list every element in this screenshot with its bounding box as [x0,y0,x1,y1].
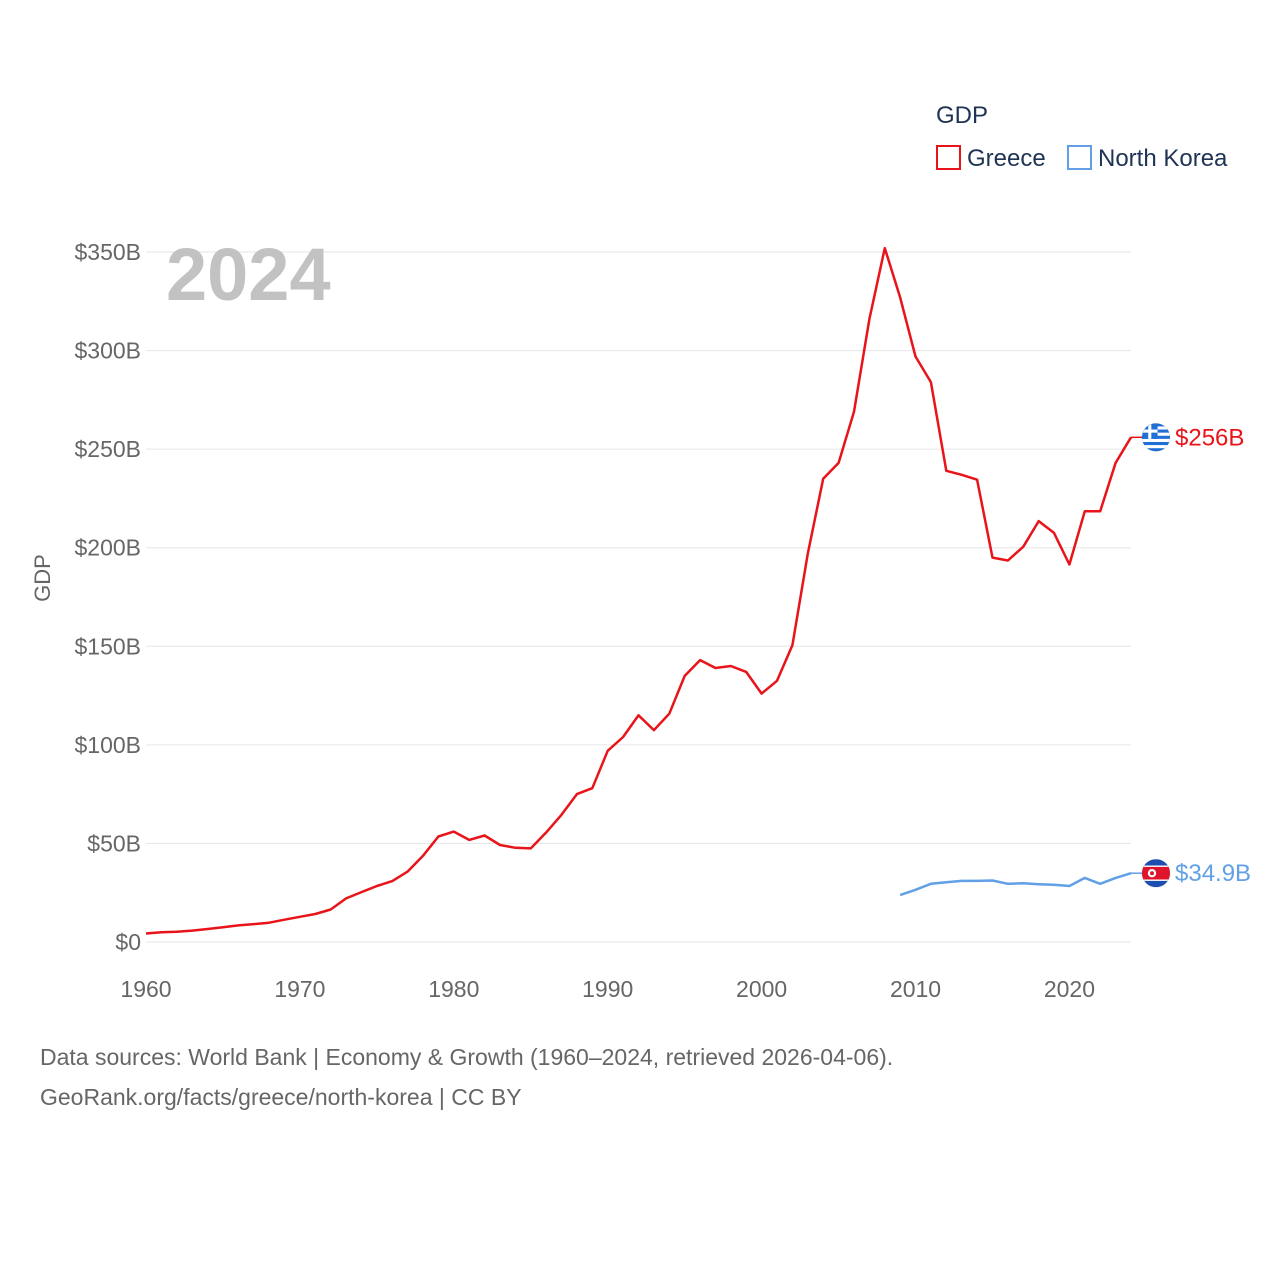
legend-item-north-korea[interactable]: North Korea [1067,145,1228,172]
grid-lines [146,251,1131,943]
series-end-labels: $256B $34.9B [1131,422,1251,888]
x-axis-ticks: 1960 1970 1980 1990 2000 2010 2020 [120,976,1095,1002]
x-tick-label: 2020 [1044,976,1095,1002]
x-tick-label: 2010 [890,976,941,1002]
y-tick-label: $150B [74,633,141,659]
north-korea-flag-icon [1141,858,1171,888]
legend-items: Greece North Korea [936,145,1228,172]
greece-flag-icon [1141,422,1171,452]
footer-credit[interactable]: GeoRank.org/facts/greece/north-korea | C… [40,1084,522,1110]
x-tick-label: 1990 [582,976,633,1002]
series-lines [145,246,1133,935]
legend-label: Greece [967,145,1046,172]
x-tick-label: 1960 [120,976,171,1002]
x-tick-label: 1970 [274,976,325,1002]
x-tick-label: 2000 [736,976,787,1002]
legend-label: North Korea [1098,145,1228,172]
year-overlay: 2024 [166,233,331,316]
y-tick-label: $50B [87,830,141,856]
end-value-label: $256B [1175,424,1244,451]
x-tick-label: 1980 [428,976,479,1002]
series-line-greece [145,246,1133,935]
y-tick-label: $100B [74,732,141,758]
legend-swatch [936,145,961,170]
series-line-north-korea [899,872,1132,897]
y-tick-label: $0 [115,929,141,955]
y-tick-label: $200B [74,535,141,561]
footer-sources: Data sources: World Bank | Economy & Gro… [40,1044,894,1070]
y-tick-label: $300B [74,338,141,364]
y-axis-ticks: $0 $50B $100B $150B $200B $250B $300B $350B [74,239,141,955]
y-axis-title: GDP [30,554,55,602]
end-value-label: $34.9B [1175,860,1251,887]
y-tick-label: $350B [74,239,141,265]
legend-swatch [1067,145,1092,170]
y-tick-label: $250B [74,436,141,462]
legend: GDP Greece North Korea [936,102,1228,172]
legend-title: GDP [936,102,988,129]
legend-item-greece[interactable]: Greece [936,145,1046,172]
